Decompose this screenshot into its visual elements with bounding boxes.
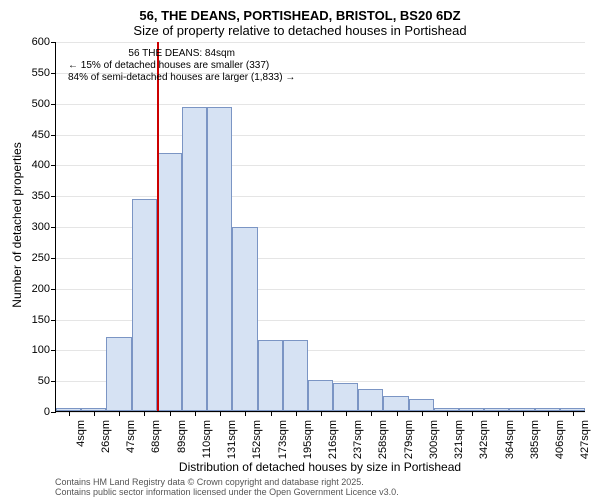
xtick-label: 47sqm <box>123 420 137 453</box>
xtick-mark <box>296 411 297 416</box>
xtick-mark <box>523 411 524 416</box>
xtick-label: 26sqm <box>98 420 112 453</box>
ytick-label: 400 <box>32 159 56 171</box>
ytick-label: 50 <box>38 375 56 387</box>
xtick-label: 68sqm <box>148 420 162 453</box>
histogram-bar <box>106 337 131 411</box>
chart-title-main: 56, THE DEANS, PORTISHEAD, BRISTOL, BS20… <box>0 0 600 23</box>
xtick-mark <box>271 411 272 416</box>
xtick-label: 89sqm <box>174 420 188 453</box>
histogram-bar <box>283 340 308 411</box>
xtick-label: 321sqm <box>451 420 465 459</box>
xtick-label: 279sqm <box>401 420 415 459</box>
xtick-mark <box>245 411 246 416</box>
ytick-label: 350 <box>32 190 56 202</box>
xtick-label: 152sqm <box>249 420 263 459</box>
ytick-label: 0 <box>44 406 56 418</box>
ytick-label: 300 <box>32 221 56 233</box>
histogram-bar <box>333 383 358 411</box>
xtick-mark <box>220 411 221 416</box>
xtick-mark <box>170 411 171 416</box>
bars-container <box>56 42 585 411</box>
xtick-label: 195sqm <box>300 420 314 459</box>
xtick-mark <box>447 411 448 416</box>
xtick-label: 4sqm <box>73 420 87 447</box>
x-axis-label: Distribution of detached houses by size … <box>55 460 585 474</box>
xtick-label: 406sqm <box>552 420 566 459</box>
xtick-mark <box>119 411 120 416</box>
footer-attribution: Contains HM Land Registry data © Crown c… <box>55 478 399 498</box>
annotation-box: 56 THE DEANS: 84sqm ← 15% of detached ho… <box>68 48 295 84</box>
xtick-label: 300sqm <box>426 420 440 459</box>
chart-plot-area: 050100150200250300350400450500550600 4sq… <box>55 42 585 412</box>
histogram-bar <box>358 389 383 411</box>
histogram-bar <box>182 107 207 411</box>
ytick-label: 500 <box>32 98 56 110</box>
xtick-label: 385sqm <box>527 420 541 459</box>
histogram-bar <box>258 340 283 411</box>
xtick-mark <box>498 411 499 416</box>
xtick-mark <box>573 411 574 416</box>
xtick-mark <box>397 411 398 416</box>
xtick-label: 131sqm <box>224 420 238 459</box>
ytick-label: 250 <box>32 252 56 264</box>
histogram-bar <box>232 227 257 412</box>
histogram-bar <box>308 380 333 411</box>
xtick-mark <box>548 411 549 416</box>
xtick-mark <box>321 411 322 416</box>
xtick-label: 237sqm <box>350 420 364 459</box>
xtick-label: 258sqm <box>375 420 389 459</box>
histogram-bar <box>157 153 182 411</box>
histogram-bar <box>409 399 434 411</box>
xtick-mark <box>94 411 95 416</box>
ytick-label: 600 <box>32 36 56 48</box>
xtick-mark <box>144 411 145 416</box>
xtick-label: 342sqm <box>476 420 490 459</box>
histogram-bar <box>560 408 585 411</box>
ytick-label: 100 <box>32 344 56 356</box>
xtick-label: 427sqm <box>577 420 591 459</box>
ytick-label: 150 <box>32 314 56 326</box>
annotation-line1: 56 THE DEANS: 84sqm <box>68 48 295 60</box>
ytick-label: 200 <box>32 283 56 295</box>
ytick-label: 450 <box>32 129 56 141</box>
xtick-mark <box>346 411 347 416</box>
xtick-mark <box>422 411 423 416</box>
xtick-mark <box>195 411 196 416</box>
histogram-bar <box>132 199 157 411</box>
histogram-bar <box>383 396 408 411</box>
y-axis-label: Number of detached properties <box>10 142 24 307</box>
xtick-mark <box>472 411 473 416</box>
reference-line <box>157 42 159 411</box>
xtick-label: 364sqm <box>502 420 516 459</box>
xtick-label: 173sqm <box>275 420 289 459</box>
chart-title-sub: Size of property relative to detached ho… <box>0 23 600 42</box>
histogram-bar <box>207 107 232 411</box>
annotation-line3: 84% of semi-detached houses are larger (… <box>68 72 295 84</box>
xtick-mark <box>371 411 372 416</box>
ytick-label: 550 <box>32 67 56 79</box>
xtick-label: 216sqm <box>325 420 339 459</box>
footer-line2: Contains public sector information licen… <box>55 488 399 498</box>
xtick-mark <box>69 411 70 416</box>
xtick-label: 110sqm <box>199 420 213 458</box>
annotation-line2: ← 15% of detached houses are smaller (33… <box>68 60 295 72</box>
plot-box: 050100150200250300350400450500550600 4sq… <box>55 42 585 412</box>
